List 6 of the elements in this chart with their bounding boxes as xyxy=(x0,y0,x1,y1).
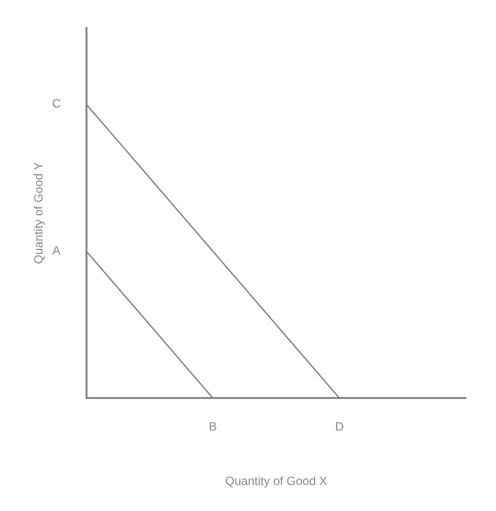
x-tick-label: D xyxy=(335,420,344,434)
text: C xyxy=(52,96,62,111)
text: A xyxy=(52,244,60,258)
x-axis-title: Quantity of Good X xyxy=(225,474,328,488)
y-axis-title: Quantity of Good Y xyxy=(32,162,46,264)
x-tick-label: B xyxy=(208,420,217,434)
